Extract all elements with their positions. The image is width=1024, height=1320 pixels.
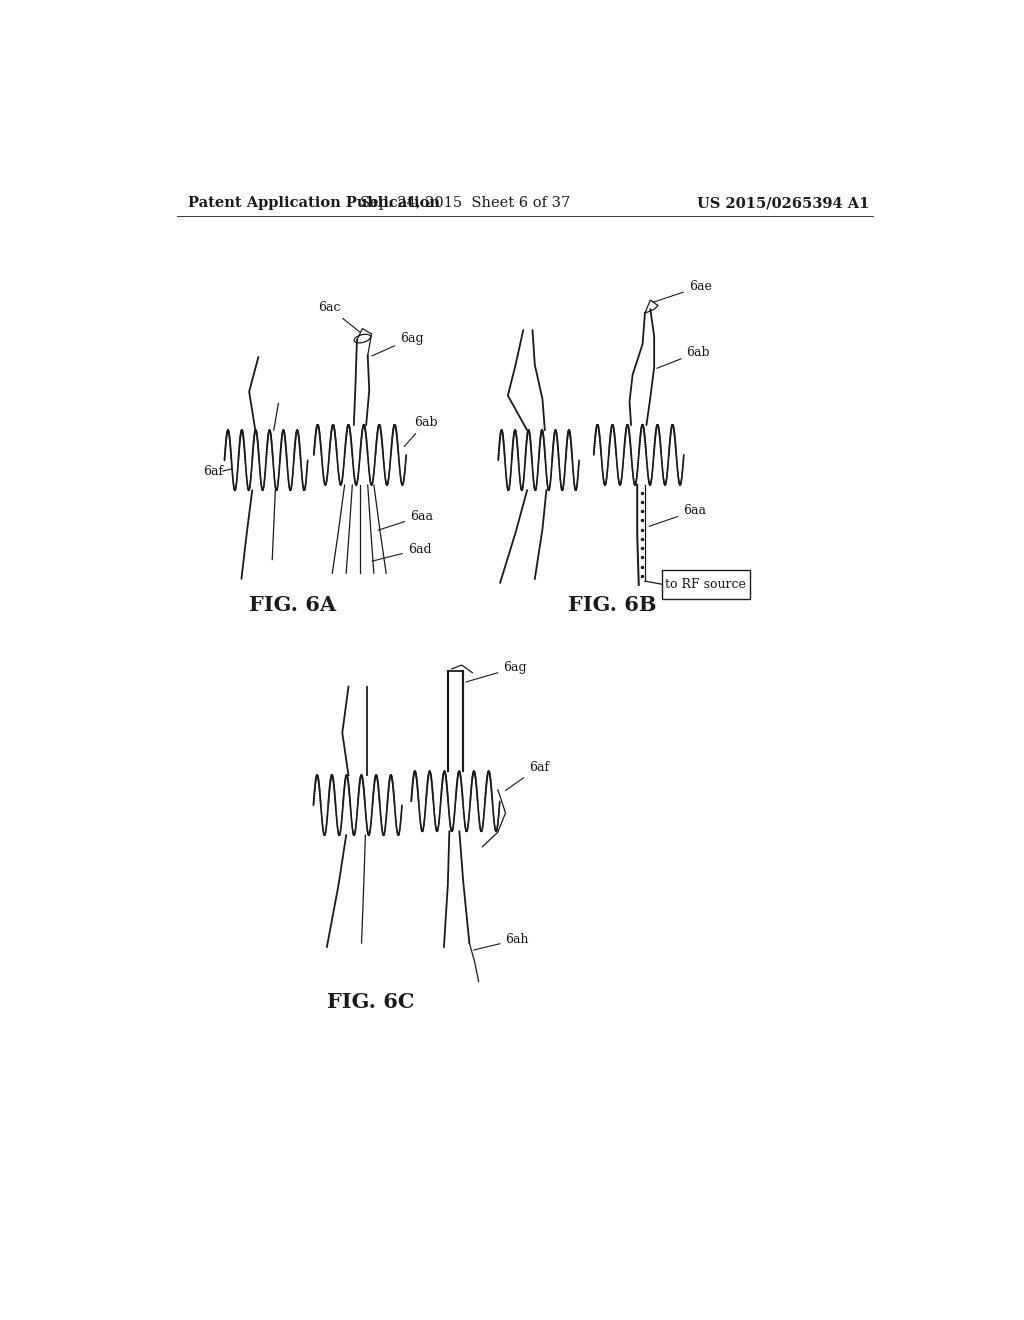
Text: 6aa: 6aa bbox=[378, 510, 433, 531]
Text: 6ae: 6ae bbox=[653, 280, 712, 302]
Text: 6ag: 6ag bbox=[466, 661, 527, 682]
Text: 6aa: 6aa bbox=[649, 504, 707, 527]
Text: 6af: 6af bbox=[506, 760, 549, 791]
Text: to RF source: to RF source bbox=[666, 578, 746, 591]
Text: 6ah: 6ah bbox=[474, 933, 529, 950]
Text: 6af: 6af bbox=[203, 465, 223, 478]
Text: FIG. 6A: FIG. 6A bbox=[249, 595, 336, 615]
Bar bbox=[662, 570, 751, 599]
Text: Patent Application Publication: Patent Application Publication bbox=[188, 197, 440, 210]
Text: US 2015/0265394 A1: US 2015/0265394 A1 bbox=[697, 197, 869, 210]
Text: 6ab: 6ab bbox=[404, 416, 437, 446]
Text: FIG. 6B: FIG. 6B bbox=[567, 595, 656, 615]
Text: Sep. 24, 2015  Sheet 6 of 37: Sep. 24, 2015 Sheet 6 of 37 bbox=[360, 197, 570, 210]
Text: FIG. 6C: FIG. 6C bbox=[327, 991, 415, 1011]
Text: 6ab: 6ab bbox=[656, 346, 710, 368]
Text: 6ad: 6ad bbox=[372, 543, 431, 561]
Text: 6ac: 6ac bbox=[317, 301, 360, 333]
Text: 6ag: 6ag bbox=[372, 331, 424, 356]
